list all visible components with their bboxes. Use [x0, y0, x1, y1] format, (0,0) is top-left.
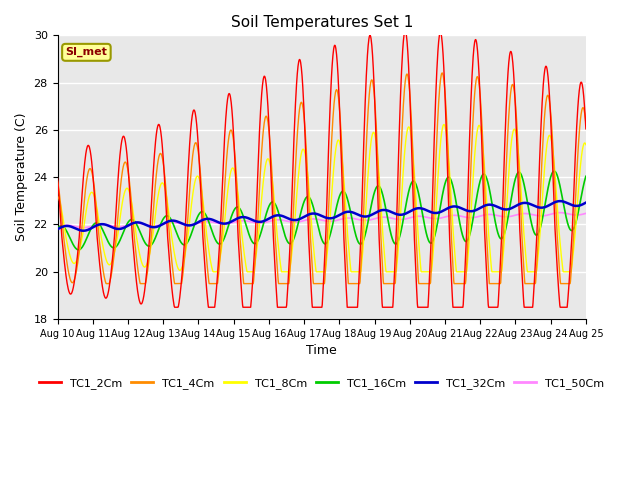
X-axis label: Time: Time: [307, 344, 337, 357]
Line: TC1_8Cm: TC1_8Cm: [58, 124, 586, 272]
TC1_8Cm: [404, 125, 412, 131]
TC1_32Cm: [54, 227, 61, 232]
TC1_8Cm: [54, 193, 61, 199]
TC1_50Cm: [520, 211, 527, 216]
TC1_16Cm: [582, 173, 589, 179]
TC1_50Cm: [556, 210, 564, 216]
TC1_8Cm: [440, 121, 447, 127]
TC1_50Cm: [54, 224, 61, 230]
TC1_2Cm: [171, 304, 179, 310]
TC1_4Cm: [582, 120, 589, 126]
TC1_8Cm: [520, 230, 527, 236]
TC1_2Cm: [582, 126, 589, 132]
TC1_50Cm: [159, 221, 166, 227]
TC1_8Cm: [582, 142, 589, 147]
Line: TC1_50Cm: TC1_50Cm: [58, 213, 586, 228]
TC1_4Cm: [54, 178, 61, 184]
TC1_50Cm: [172, 220, 179, 226]
TC1_16Cm: [75, 247, 83, 252]
TC1_16Cm: [520, 179, 527, 185]
TC1_2Cm: [230, 150, 238, 156]
TC1_32Cm: [473, 207, 481, 213]
TC1_4Cm: [438, 70, 446, 76]
Line: TC1_16Cm: TC1_16Cm: [58, 171, 586, 250]
TC1_4Cm: [404, 73, 412, 79]
TC1_16Cm: [404, 192, 412, 198]
TC1_2Cm: [404, 55, 412, 61]
TC1_8Cm: [171, 254, 179, 260]
TC1_32Cm: [556, 198, 564, 204]
TC1_2Cm: [54, 175, 61, 181]
TC1_32Cm: [159, 221, 166, 227]
TC1_2Cm: [474, 45, 481, 50]
Title: Soil Temperatures Set 1: Soil Temperatures Set 1: [230, 15, 413, 30]
Line: TC1_4Cm: TC1_4Cm: [58, 73, 586, 284]
TC1_32Cm: [230, 217, 238, 223]
TC1_16Cm: [230, 206, 238, 212]
TC1_16Cm: [172, 227, 179, 232]
TC1_2Cm: [401, 28, 409, 34]
TC1_2Cm: [520, 301, 527, 307]
TC1_16Cm: [159, 217, 166, 223]
TC1_32Cm: [582, 200, 589, 205]
TC1_16Cm: [473, 194, 481, 200]
TC1_4Cm: [102, 281, 110, 287]
TC1_8Cm: [209, 269, 217, 275]
TC1_2Cm: [158, 142, 166, 147]
TC1_50Cm: [79, 225, 87, 230]
TC1_4Cm: [159, 156, 166, 162]
Line: TC1_32Cm: TC1_32Cm: [58, 201, 586, 231]
Y-axis label: Soil Temperature (C): Soil Temperature (C): [15, 113, 28, 241]
Legend: TC1_2Cm, TC1_4Cm, TC1_8Cm, TC1_16Cm, TC1_32Cm, TC1_50Cm: TC1_2Cm, TC1_4Cm, TC1_8Cm, TC1_16Cm, TC1…: [35, 373, 609, 393]
TC1_32Cm: [79, 228, 87, 234]
TC1_4Cm: [172, 281, 179, 287]
Text: SI_met: SI_met: [65, 47, 108, 58]
TC1_4Cm: [230, 147, 238, 153]
TC1_8Cm: [230, 168, 238, 174]
TC1_4Cm: [520, 266, 527, 272]
TC1_32Cm: [520, 200, 527, 206]
TC1_2Cm: [172, 304, 179, 310]
TC1_16Cm: [54, 226, 61, 231]
TC1_8Cm: [474, 128, 481, 134]
TC1_50Cm: [473, 214, 481, 220]
Line: TC1_2Cm: TC1_2Cm: [58, 31, 586, 307]
TC1_16Cm: [550, 168, 558, 174]
TC1_50Cm: [404, 216, 412, 221]
TC1_4Cm: [474, 74, 481, 80]
TC1_32Cm: [172, 218, 179, 224]
TC1_8Cm: [158, 180, 166, 186]
TC1_50Cm: [230, 219, 238, 225]
TC1_32Cm: [404, 210, 412, 216]
TC1_50Cm: [582, 211, 589, 216]
